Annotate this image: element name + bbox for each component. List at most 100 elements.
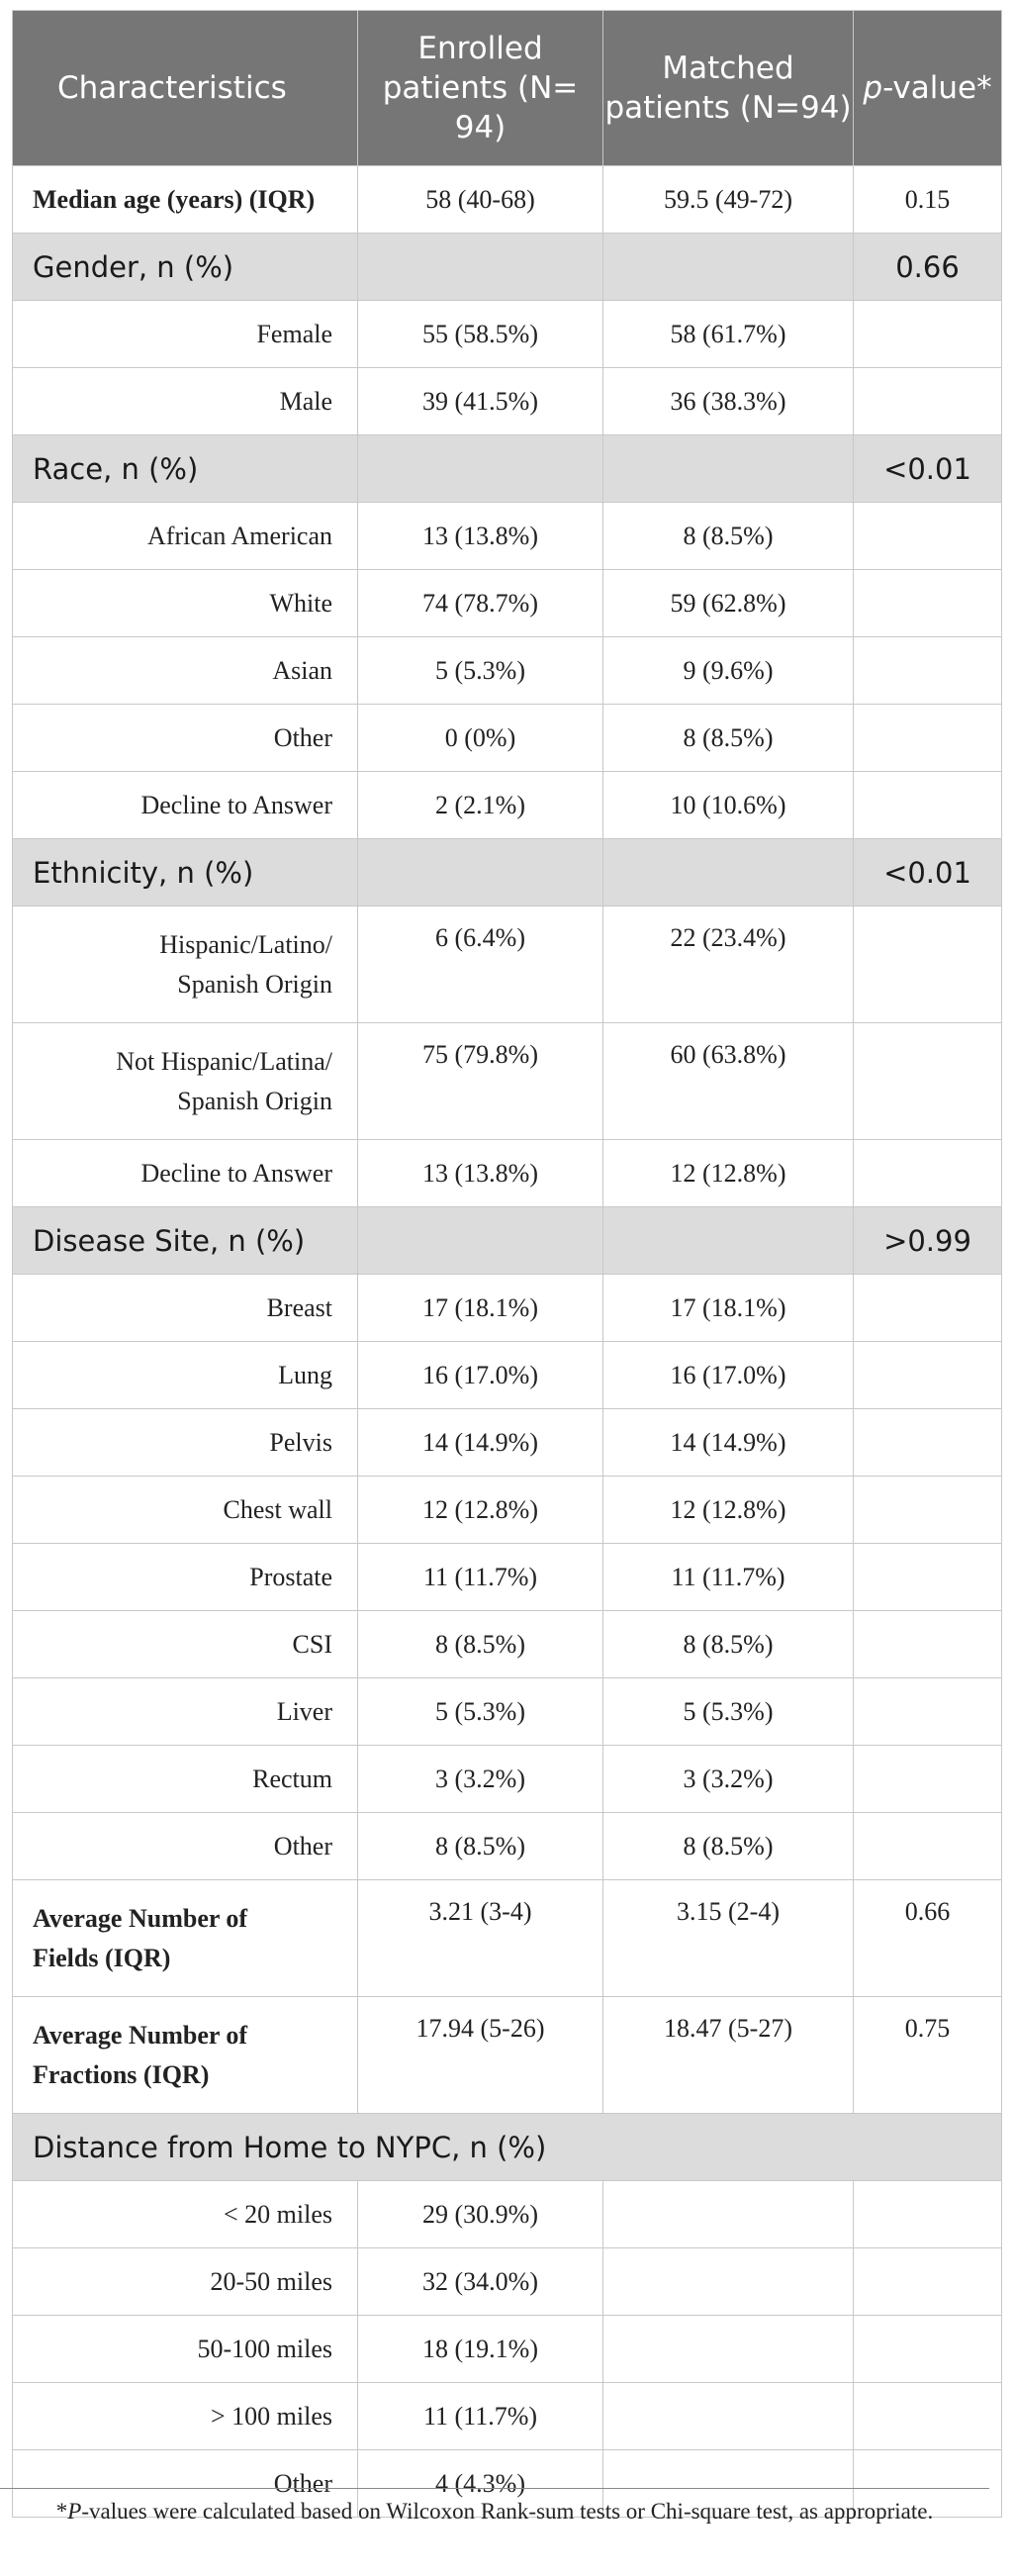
table-row: Hispanic/Latino/Spanish Origin 6 (6.4%) 22… [12,906,1002,1023]
characteristics-table-container: Characteristics Enrolled patients (N= 94… [12,10,1002,2518]
row-label: Liver [12,1677,358,1746]
table-row: Pelvis 14 (14.9%) 14 (14.9%) [12,1408,1002,1477]
table-row: Lung 16 (17.0%) 16 (17.0%) [12,1341,1002,1409]
row-label: White [12,569,358,637]
row-label: Average Number of Fractions (IQR) [12,1996,358,2114]
row-label-line: Spanish Origin [177,969,332,999]
enrolled-value: 39 (41.5%) [357,367,603,435]
p-value [853,1745,1002,1813]
row-label: Hispanic/Latino/Spanish Origin [12,906,358,1023]
row-label: 50-100 miles [12,2315,358,2383]
row-label: Other [12,1812,358,1880]
table-row: Disease Site, n (%) >0.99 [12,1206,1002,1275]
table-row: Other 0 (0%) 8 (8.5%) [12,704,1002,772]
row-label: CSI [12,1610,358,1678]
table-row: Gender, n (%) 0.66 [12,233,1002,301]
matched-value: 22 (23.4%) [602,906,854,1023]
table-row: African American 13 (13.8%) 8 (8.5%) [12,502,1002,570]
p-value [853,1022,1002,1140]
header-enrolled: Enrolled patients (N= 94) [357,10,603,166]
matched-value: 58 (61.7%) [602,300,854,368]
row-label-line: Not Hispanic/Latina/ [116,1046,332,1076]
enrolled-value: 11 (11.7%) [357,1543,603,1611]
section-p-value: <0.01 [853,434,1002,503]
enrolled-value: 18 (19.1%) [357,2315,603,2383]
p-value [853,2382,1002,2450]
section-p-value: >0.99 [853,1206,1002,1275]
matched-value: 14 (14.9%) [602,1408,854,1477]
row-label: 20-50 miles [12,2247,358,2316]
row-label: Breast [12,1274,358,1342]
enrolled-value: 11 (11.7%) [357,2382,603,2450]
enrolled-value: 32 (34.0%) [357,2247,603,2316]
header-characteristics: Characteristics [12,10,358,166]
table-header: Characteristics Enrolled patients (N= 94… [12,10,1002,166]
matched-value: 59 (62.8%) [602,569,854,637]
matched-value: 18.47 (5-27) [602,1996,854,2114]
enrolled-value: 12 (12.8%) [357,1476,603,1544]
table-row: Breast 17 (18.1%) 17 (18.1%) [12,1274,1002,1342]
table-row: Other 4 (4.3%) [12,2449,1002,2518]
p-value [853,2449,1002,2518]
p-value [853,1677,1002,1746]
enrolled-value: 0 (0%) [357,704,603,772]
matched-value: 60 (63.8%) [602,1022,854,1140]
header-p-rest: -value* [882,70,992,106]
table-body: Median age (years) (IQR) 58 (40-68) 59.5 (… [12,165,1002,2518]
row-label: Other [12,704,358,772]
table-row: > 100 miles 11 (11.7%) [12,2382,1002,2450]
table-row: Median age (years) (IQR) 58 (40-68) 59.5 (… [12,165,1002,234]
row-label-line: Fractions (IQR) [33,2059,210,2089]
row-label: Lung [12,1341,358,1409]
section-empty-cell [602,233,854,301]
table-row: CSI 8 (8.5%) 8 (8.5%) [12,1610,1002,1678]
table-row: Not Hispanic/Latina/Spanish Origin 75 (79… [12,1022,1002,1140]
table-row: Average Number of Fields (IQR) 3.21 (3-4) 3… [12,1879,1002,1997]
table-row: Distance from Home to NYPC, n (%) [12,2113,1002,2181]
enrolled-value: 8 (8.5%) [357,1610,603,1678]
matched-value [602,2315,854,2383]
table-row: Ethnicity, n (%) <0.01 [12,838,1002,906]
table-row: 20-50 miles 32 (34.0%) [12,2247,1002,2316]
matched-value: 12 (12.8%) [602,1476,854,1544]
enrolled-value: 3.21 (3-4) [357,1879,603,1997]
enrolled-value: 55 (58.5%) [357,300,603,368]
table-row: < 20 miles 29 (30.9%) [12,2180,1002,2248]
p-value [853,1476,1002,1544]
footnote-divider [0,2488,989,2489]
p-value [853,300,1002,368]
header-matched: Matched patients (N=94) [602,10,854,166]
section-label: Race, n (%) [12,434,358,503]
enrolled-value: 17 (18.1%) [357,1274,603,1342]
characteristics-table: Characteristics Enrolled patients (N= 94… [12,10,1002,2518]
matched-value [602,2382,854,2450]
p-value [853,704,1002,772]
matched-value: 5 (5.3%) [602,1677,854,1746]
p-value [853,636,1002,705]
table-row: Liver 5 (5.3%) 5 (5.3%) [12,1677,1002,1746]
row-label: Not Hispanic/Latina/Spanish Origin [12,1022,358,1140]
section-label: Distance from Home to NYPC, n (%) [12,2113,1002,2181]
p-value [853,1408,1002,1477]
row-label-line: Spanish Origin [177,1086,332,1115]
matched-value: 8 (8.5%) [602,1610,854,1678]
matched-value: 59.5 (49-72) [602,165,854,234]
table-row: Average Number of Fractions (IQR) 17.94 (5… [12,1996,1002,2114]
row-label: Chest wall [12,1476,358,1544]
p-value [853,569,1002,637]
header-p-italic: p [863,70,883,106]
matched-value: 11 (11.7%) [602,1543,854,1611]
row-label: > 100 miles [12,2382,358,2450]
enrolled-value: 17.94 (5-26) [357,1996,603,2114]
matched-value: 8 (8.5%) [602,704,854,772]
enrolled-value: 4 (4.3%) [357,2449,603,2518]
matched-value: 3.15 (2-4) [602,1879,854,1997]
section-p-value: <0.01 [853,838,1002,906]
enrolled-value: 5 (5.3%) [357,636,603,705]
row-label-line: Hispanic/Latino/ [159,929,332,959]
p-value [853,2247,1002,2316]
p-value [853,367,1002,435]
row-label: Rectum [12,1745,358,1813]
row-label-line: Fields (IQR) [33,1943,171,1972]
table-row: Race, n (%) <0.01 [12,434,1002,503]
